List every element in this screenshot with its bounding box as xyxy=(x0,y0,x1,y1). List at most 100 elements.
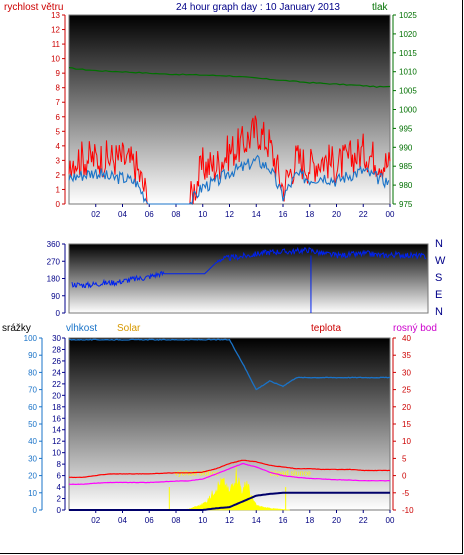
wind-speed-tick-label: 11 xyxy=(52,40,61,49)
hour-tick-label: 10 xyxy=(198,210,207,219)
rain-tick-label: 22 xyxy=(52,380,61,389)
hour-tick-label: 10 xyxy=(198,516,207,525)
direction-tick-label: 0 xyxy=(56,309,61,318)
temperature-tick-label: 30 xyxy=(402,368,411,377)
wind-speed-tick-label: 1 xyxy=(56,185,61,194)
sunset-label: západ slunce xyxy=(270,471,311,478)
hour-tick-label: 16 xyxy=(279,516,288,525)
wind-pressure-chart: 0123456789101112139759809859909951000100… xyxy=(51,11,417,219)
compass-label: E xyxy=(435,289,442,301)
temperature-series-line xyxy=(68,459,391,479)
solar-radiation-area xyxy=(182,466,290,511)
pressure-tick-label: 985 xyxy=(399,162,413,171)
compass-label: S xyxy=(435,272,442,284)
pressure-tick-label: 1020 xyxy=(399,30,417,39)
hour-tick-label: 08 xyxy=(172,516,181,525)
rain-tick-label: 2 xyxy=(57,495,62,504)
hour-tick-label: 08 xyxy=(172,210,181,219)
wind-speed-tick-label: 12 xyxy=(51,26,60,35)
humidity-tick-label: 90 xyxy=(28,351,37,360)
rain-tick-label: 26 xyxy=(52,357,61,366)
pressure-tick-label: 980 xyxy=(399,181,413,190)
pressure-tick-label: 990 xyxy=(399,143,413,152)
temperature-tick-label: 20 xyxy=(402,403,411,412)
plot-background xyxy=(69,338,390,510)
rain-tick-label: 28 xyxy=(52,345,61,354)
rain-tick-label: 30 xyxy=(52,334,61,343)
humidity-tick-label: 40 xyxy=(28,437,37,446)
wind-speed-tick-label: 6 xyxy=(56,113,61,122)
temperature-tick-label: 5 xyxy=(402,454,407,463)
hour-tick-label: 06 xyxy=(145,210,154,219)
humidity-tick-label: 20 xyxy=(28,472,37,481)
temperature-tick-label: 40 xyxy=(402,334,411,343)
direction-tick-label: 360 xyxy=(47,240,61,249)
wind-speed-tick-label: 8 xyxy=(56,84,61,93)
hour-tick-label: 04 xyxy=(118,210,127,219)
rain-tick-label: 20 xyxy=(52,391,61,400)
hour-tick-label: 18 xyxy=(305,516,314,525)
wind-speed-tick-label: 2 xyxy=(56,171,61,180)
sunrise-label: východ slunce xyxy=(175,471,219,478)
dew-point-axis-title: rosný bod xyxy=(393,323,437,334)
rain-series-line xyxy=(69,491,390,511)
hour-tick-label: 06 xyxy=(145,516,154,525)
wind-direction-series-line xyxy=(71,246,427,289)
compass-label: N xyxy=(435,238,443,250)
humidity-tick-label: 100 xyxy=(24,334,38,343)
temperature-axis-title: teplota xyxy=(311,323,341,334)
hour-tick-label: 14 xyxy=(252,210,261,219)
pressure-tick-label: 975 xyxy=(399,200,413,209)
hour-tick-label: 22 xyxy=(359,210,368,219)
solar-axis-title: Solar xyxy=(117,323,141,334)
wind-speed-tick-label: 9 xyxy=(56,69,61,78)
hour-tick-label: 18 xyxy=(305,210,314,219)
humidity-tick-label: 30 xyxy=(28,454,37,463)
humidity-tick-label: 60 xyxy=(28,403,37,412)
wind-average-series-line xyxy=(68,154,390,206)
hour-tick-label: 14 xyxy=(252,516,261,525)
plot-border xyxy=(68,243,429,314)
temperature-tick-label: 35 xyxy=(402,351,411,360)
rain-tick-label: 4 xyxy=(57,483,62,492)
compass-label: W xyxy=(435,255,446,267)
humidity-axis-title: vlhkost xyxy=(66,323,97,334)
compass-label: N xyxy=(435,306,443,318)
hour-tick-label: 00 xyxy=(386,210,395,219)
pressure-series-line xyxy=(68,67,391,88)
temperature-tick-label: -5 xyxy=(402,489,410,498)
temperature-humidity-chart: 0102030405060708090100024681012141618202… xyxy=(24,334,414,525)
pressure-tick-label: 1005 xyxy=(399,87,417,96)
wind-speed-tick-label: 7 xyxy=(56,98,61,107)
direction-tick-label: 270 xyxy=(47,257,61,266)
hour-tick-label: 00 xyxy=(386,516,395,525)
temperature-tick-label: 15 xyxy=(402,420,411,429)
rain-tick-label: 18 xyxy=(52,403,61,412)
rain-tick-label: 10 xyxy=(52,449,61,458)
pressure-tick-label: 1015 xyxy=(399,49,417,58)
pressure-tick-label: 1025 xyxy=(399,11,417,20)
wind-speed-axis-title: rychlost větru xyxy=(4,2,63,13)
hour-tick-label: 02 xyxy=(91,516,100,525)
hour-tick-label: 12 xyxy=(225,210,234,219)
rain-axis-title: srážky xyxy=(2,323,31,334)
temperature-tick-label: -10 xyxy=(402,506,414,515)
hour-tick-label: 12 xyxy=(225,516,234,525)
wind-speed-tick-label: 10 xyxy=(51,55,60,64)
wind-speed-tick-label: 3 xyxy=(56,156,61,165)
humidity-tick-label: 0 xyxy=(33,506,38,515)
hour-tick-label: 02 xyxy=(91,210,100,219)
temperature-tick-label: 25 xyxy=(402,386,411,395)
pressure-tick-label: 1010 xyxy=(399,68,417,77)
rain-tick-label: 6 xyxy=(57,472,62,481)
hour-tick-label: 20 xyxy=(332,516,341,525)
pressure-tick-label: 1000 xyxy=(399,106,417,115)
rain-tick-label: 12 xyxy=(52,437,61,446)
direction-tick-label: 90 xyxy=(51,292,60,301)
wind-gust-series-line xyxy=(68,115,391,205)
humidity-tick-label: 50 xyxy=(28,420,37,429)
temperature-tick-label: 0 xyxy=(402,472,407,481)
hour-tick-label: 20 xyxy=(332,210,341,219)
